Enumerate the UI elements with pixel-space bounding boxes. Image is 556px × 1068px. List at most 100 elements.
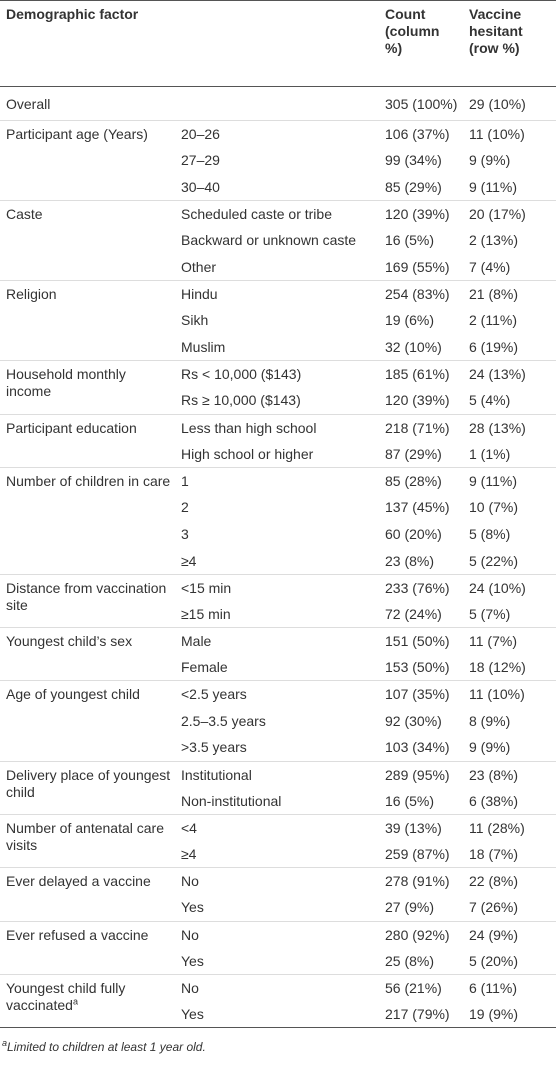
level-cell: Yes [181,1006,204,1023]
factor-text: Ever delayed a vaccine [6,873,151,890]
level-cell: ≥4 [181,846,197,863]
count-cell: 27 (9%) [385,899,435,916]
count-cell: 217 (79%) [385,1006,450,1023]
hesitant-cell: 11 (28%) [463,813,556,842]
factor-cell: Youngest child fully vaccinateda [0,973,175,1028]
count-cell: 305 (100%) [385,96,458,112]
level-cell [175,87,379,121]
footnote-marker: a [72,996,78,1007]
count-cell: 233 (76%) [379,573,463,601]
count-cell: 151 (50%) [379,627,463,655]
level-cell: 27–29 [181,152,220,169]
table-row: Muslim 32 (10%) 6 (19%) [0,334,556,361]
level-cell: Rs < 10,000 ($143) [175,360,379,388]
table-row: ≥4 259 (87%) 18 (7%) [0,841,556,868]
table-row: Yes 27 (9%) 7 (26%) [0,894,556,921]
level-cell: 2 [181,499,189,516]
data-table: Demographic factor Count (column %) Vacc… [0,0,556,1029]
table-row: 27–29 99 (34%) 9 (9%) [0,147,556,174]
level-cell: Non-institutional [181,792,282,809]
hesitant-cell: 6 (11%) [463,974,556,1002]
factor-cell: Overall [0,87,175,121]
level-cell: No [175,920,379,948]
table-row: 3 60 (20%) 5 (8%) [0,521,556,548]
factor-cell: Religion [0,280,175,361]
factor-text: Age of youngest child [6,686,140,703]
count-cell: 16 (5%) [385,232,435,249]
hesitant-cell: 2 (13%) [469,232,519,249]
table-row: Number of antenatal care visits <4 39 (13%… [0,813,556,868]
factor-cell: Ever delayed a vaccine [0,867,175,922]
count-cell: 85 (29%) [385,178,442,195]
table-row: Backward or unknown caste 16 (5%) 2 (13%) [0,227,556,254]
table-row: Ever delayed a vaccine No 278 (91%) 22 (8%) [0,867,556,922]
count-cell: 107 (35%) [379,680,463,708]
table-row: 2.5–3.5 years 92 (30%) 8 (9%) [0,708,556,735]
table-row: Caste Scheduled caste or tribe 120 (39%) 20… [0,200,556,281]
factor-text: Ever refused a vaccine [6,926,149,943]
table-row: ≥15 min 72 (24%) 5 (7%) [0,601,556,628]
hesitant-cell: 11 (10%) [463,680,556,708]
table-row: >3.5 years 103 (34%) 9 (9%) [0,734,556,761]
hesitant-cell: 7 (4%) [469,258,511,275]
level-cell: Backward or unknown caste [181,232,357,249]
factor-text: Number of children in care [6,472,171,489]
table-row: Distance from vaccination site <15 min 233… [0,573,556,628]
count-cell: 92 (30%) [385,712,442,729]
header-cell: Demographic factor [0,0,379,87]
count-cell: 87 (29%) [385,445,442,462]
header-cell: Vaccine hesitant (row %) [463,0,556,87]
level-cell: <4 [175,813,379,842]
hesitant-cell: 18 (12%) [469,659,526,676]
level-cell: Muslim [181,339,226,355]
table-row: Non-institutional 16 (5%) 6 (38%) [0,788,556,815]
level-cell: ≥15 min [181,605,231,622]
hesitant-cell: 5 (20%) [469,952,519,969]
table-row: Overall 305 (100%) 29 (10%) [0,87,556,121]
count-cell: 280 (92%) [379,920,463,948]
level-cell: Male [175,627,379,655]
hesitant-cell: 29 (10%) [469,96,526,112]
count-cell: 103 (34%) [385,739,450,756]
level-cell: Yes [181,952,204,969]
table-row: 2 137 (45%) 10 (7%) [0,494,556,521]
table-row: Sikh 19 (6%) 2 (11%) [0,307,556,334]
hesitant-cell: 23 (8%) [463,760,556,788]
table-row: Female 153 (50%) 18 (12%) [0,654,556,681]
factor-text: Participant education [6,419,137,436]
factor-cell: Ever refused a vaccine [0,920,175,975]
level-cell: 30–40 [181,178,220,195]
hesitant-cell: 10 (7%) [469,499,519,516]
count-cell: 39 (13%) [379,813,463,842]
hesitant-cell: 1 (1%) [469,445,511,462]
table-row: Household monthly income Rs < 10,000 ($14… [0,360,556,415]
factor-text: Participant age (Years) [6,126,148,142]
factor-cell: Household monthly income [0,360,175,415]
table-row: 30–40 85 (29%) 9 (11%) [0,174,556,201]
table-row: High school or higher 87 (29%) 1 (1%) [0,441,556,468]
factor-cell: Youngest child’s sex [0,627,175,681]
table-row: Participant education Less than high scho… [0,413,556,468]
hesitant-cell: 2 (11%) [469,312,517,329]
level-cell: Female [181,659,228,676]
table-row: Youngest child fully vaccinateda No 56 (21… [0,973,556,1028]
level-cell: 20–26 [175,120,379,148]
count-cell: 16 (5%) [385,792,435,809]
factor-text: Overall [6,96,51,112]
count-cell: 254 (83%) [379,280,463,308]
table-row: Yes 217 (79%) 19 (9%) [0,1001,556,1028]
hesitant-cell: 28 (13%) [463,413,556,441]
level-cell: High school or higher [181,445,314,462]
count-cell: 72 (24%) [385,605,442,622]
level-cell: 1 [175,466,379,495]
table-row: Religion Hindu 254 (83%) 21 (8%) [0,280,556,361]
factor-text: Number of antenatal care visits [6,819,164,853]
count-cell: 137 (45%) [385,499,450,516]
table-row: Ever refused a vaccine No 280 (92%) 24 (9%) [0,920,556,975]
hesitant-cell: 5 (7%) [469,605,511,622]
header-row: Demographic factor Count (column %) Vacc… [0,0,556,87]
factor-cell: Distance from vaccination site [0,573,175,628]
factor-text: Caste [6,206,43,223]
factor-text: Delivery place of youngest child [6,766,171,800]
count-cell: 85 (28%) [379,466,463,495]
